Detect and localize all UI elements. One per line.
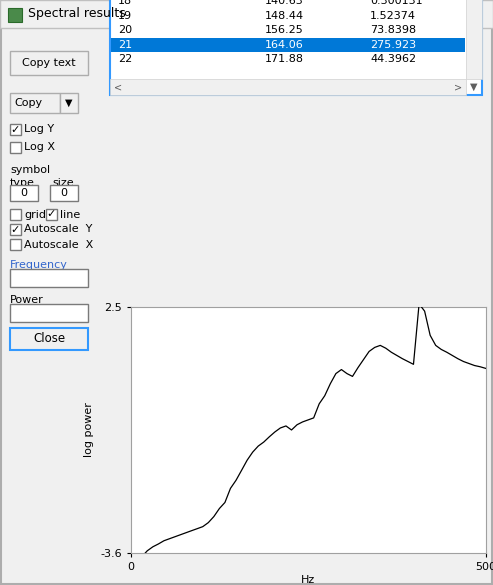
Bar (10, 224, 21, 235)
Bar (111, 37, 465, 52)
Text: Power: Power (10, 295, 44, 305)
Bar (110, 79, 466, 95)
Text: Frequency: Frequency (10, 260, 68, 270)
Bar (10, 304, 88, 322)
Text: 156.25: 156.25 (265, 25, 304, 35)
Bar (10, 93, 60, 113)
Bar (10, 142, 21, 153)
Text: Spectral results: Spectral results (28, 8, 126, 20)
Bar (60, 93, 78, 113)
Text: 140.63: 140.63 (265, 0, 304, 6)
Text: >: > (454, 82, 462, 92)
Text: Log X: Log X (24, 143, 55, 153)
Text: ✓: ✓ (47, 209, 56, 219)
Text: 0.300131: 0.300131 (370, 0, 423, 6)
Text: 148.44: 148.44 (265, 11, 304, 20)
Text: Copy text: Copy text (22, 58, 76, 68)
Text: Close: Close (33, 332, 65, 346)
Text: 0: 0 (21, 188, 28, 198)
Text: 1.52374: 1.52374 (370, 11, 416, 20)
Text: symbol: symbol (10, 165, 50, 175)
Bar (10, 209, 21, 220)
Text: type: type (10, 178, 35, 188)
Text: line: line (60, 209, 80, 219)
Y-axis label: log power: log power (84, 402, 95, 457)
Text: 18: 18 (118, 0, 132, 6)
Bar (50, 185, 78, 201)
Bar (0, 0, 493, 28)
Text: ✓: ✓ (11, 225, 20, 235)
Text: 164.06: 164.06 (265, 40, 304, 50)
Text: <: < (114, 82, 122, 92)
Text: Autoscale  Y: Autoscale Y (24, 225, 92, 235)
Text: 22: 22 (118, 54, 132, 64)
Text: 171.88: 171.88 (265, 54, 304, 64)
Bar (10, 328, 88, 350)
Bar (466, 0, 482, 79)
Text: 0: 0 (61, 188, 68, 198)
Text: 20: 20 (118, 25, 132, 35)
Text: 275.923: 275.923 (370, 40, 416, 50)
Bar (10, 124, 21, 135)
Text: Autoscale  X: Autoscale X (24, 239, 93, 249)
Bar (10, 185, 38, 201)
Text: 19: 19 (118, 11, 132, 20)
Text: Log Y: Log Y (24, 125, 54, 135)
Text: size: size (52, 178, 73, 188)
Text: 73.8398: 73.8398 (370, 25, 416, 35)
Text: ×: × (467, 5, 483, 23)
Text: Copy: Copy (14, 98, 42, 108)
Bar (10, 269, 88, 287)
Text: ▼: ▼ (65, 98, 73, 108)
Text: ✓: ✓ (11, 125, 20, 135)
X-axis label: Hz: Hz (301, 574, 315, 584)
Text: 44.3962: 44.3962 (370, 54, 416, 64)
Text: 21: 21 (118, 40, 132, 50)
Bar (110, 0, 482, 95)
Text: ▼: ▼ (470, 82, 478, 92)
Bar (46, 209, 57, 220)
Bar (10, 51, 88, 75)
Bar (8, 8, 22, 22)
Text: grid: grid (24, 209, 46, 219)
Bar (10, 239, 21, 250)
